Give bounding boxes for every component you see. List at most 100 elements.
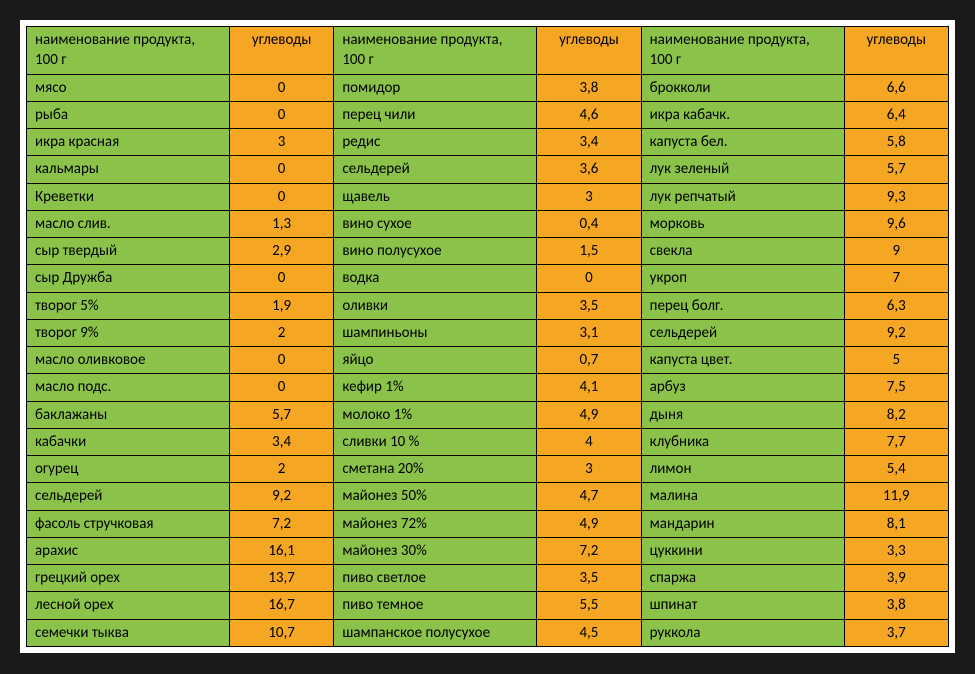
product-name-cell: сыр Дружба [27,265,230,292]
carb-value-cell: 9,2 [229,483,333,510]
carb-value-cell: 0,4 [537,210,641,237]
table-row: творог 9%2шампиньоны3,1сельдерей9,2 [27,319,949,346]
product-name-cell: водка [334,265,537,292]
carb-value-cell: 4,9 [537,401,641,428]
carb-value-cell: 16,7 [229,592,333,619]
product-name-cell: Креветки [27,183,230,210]
product-name-cell: кефир 1% [334,374,537,401]
table-row: кабачки3,4сливки 10 %4клубника7,7 [27,428,949,455]
table-row: семечки тыква10,7шампанское полусухое4,5… [27,619,949,646]
product-name-cell: молоко 1% [334,401,537,428]
carb-value-cell: 8,2 [844,401,948,428]
product-name-cell: шпинат [641,592,844,619]
carb-value-cell: 1,5 [537,238,641,265]
header-row: наименование продукта, 100 г углеводы на… [27,27,949,75]
header-name-1: наименование продукта, 100 г [27,27,230,75]
table-row: кальмары0сельдерей3,6лук зеленый5,7 [27,156,949,183]
carb-value-cell: 3,8 [537,74,641,101]
product-name-cell: сельдерей [27,483,230,510]
carb-value-cell: 0 [229,74,333,101]
carb-value-cell: 7,2 [537,537,641,564]
carbs-table-container: наименование продукта, 100 г углеводы на… [20,20,955,653]
product-name-cell: арбуз [641,374,844,401]
table-row: Креветки0щавель3лук репчатый9,3 [27,183,949,210]
product-name-cell: арахис [27,537,230,564]
product-name-cell: творог 9% [27,319,230,346]
product-name-cell: майонез 72% [334,510,537,537]
product-name-cell: спаржа [641,565,844,592]
carb-value-cell: 0 [229,101,333,128]
product-name-cell: майонез 30% [334,537,537,564]
carb-value-cell: 4,6 [537,101,641,128]
table-row: огурец2сметана 20%3лимон5,4 [27,456,949,483]
product-name-cell: брокколи [641,74,844,101]
product-name-cell: кабачки [27,428,230,455]
carb-value-cell: 10,7 [229,619,333,646]
carb-value-cell: 9,3 [844,183,948,210]
product-name-cell: рыба [27,101,230,128]
product-name-cell: сыр твердый [27,238,230,265]
product-name-cell: мандарин [641,510,844,537]
carb-value-cell: 8,1 [844,510,948,537]
carb-value-cell: 7,5 [844,374,948,401]
carb-value-cell: 0 [229,156,333,183]
product-name-cell: мясо [27,74,230,101]
carb-value-cell: 4,1 [537,374,641,401]
table-row: мясо0помидор3,8брокколи6,6 [27,74,949,101]
carb-value-cell: 0 [229,374,333,401]
product-name-cell: сельдерей [334,156,537,183]
product-name-cell: редис [334,129,537,156]
carbs-table: наименование продукта, 100 г углеводы на… [26,26,949,647]
carb-value-cell: 3,7 [844,619,948,646]
table-row: икра красная3редис3,4капуста бел.5,8 [27,129,949,156]
carb-value-cell: 9,6 [844,210,948,237]
product-name-cell: кальмары [27,156,230,183]
carb-value-cell: 3,1 [537,319,641,346]
product-name-cell: шампиньоны [334,319,537,346]
carb-value-cell: 4,9 [537,510,641,537]
product-name-cell: пиво светлое [334,565,537,592]
carb-value-cell: 7 [844,265,948,292]
table-row: сыр Дружба0водка0укроп7 [27,265,949,292]
carb-value-cell: 3,6 [537,156,641,183]
carb-value-cell: 16,1 [229,537,333,564]
table-row: баклажаны5,7молоко 1%4,9дыня8,2 [27,401,949,428]
carb-value-cell: 3 [537,456,641,483]
product-name-cell: лесной орех [27,592,230,619]
carb-value-cell: 7,7 [844,428,948,455]
product-name-cell: масло слив. [27,210,230,237]
carb-value-cell: 3,4 [229,428,333,455]
carb-value-cell: 2 [229,456,333,483]
carb-value-cell: 11,9 [844,483,948,510]
carb-value-cell: 3,9 [844,565,948,592]
product-name-cell: дыня [641,401,844,428]
carb-value-cell: 5,8 [844,129,948,156]
carb-value-cell: 1,3 [229,210,333,237]
table-row: фасоль стручковая7,2майонез 72%4,9мандар… [27,510,949,537]
table-row: масло слив.1,3вино сухое0,4морковь9,6 [27,210,949,237]
header-name-2: наименование продукта, 100 г [334,27,537,75]
carb-value-cell: 6,6 [844,74,948,101]
table-row: рыба0перец чили4,6икра кабачк.6,4 [27,101,949,128]
product-name-cell: лук репчатый [641,183,844,210]
carb-value-cell: 5,4 [844,456,948,483]
product-name-cell: капуста цвет. [641,347,844,374]
product-name-cell: сметана 20% [334,456,537,483]
product-name-cell: фасоль стручковая [27,510,230,537]
carb-value-cell: 4,5 [537,619,641,646]
carb-value-cell: 3,8 [844,592,948,619]
product-name-cell: огурец [27,456,230,483]
carb-value-cell: 5,7 [229,401,333,428]
product-name-cell: масло подс. [27,374,230,401]
table-body: мясо0помидор3,8брокколи6,6рыба0перец чил… [27,74,949,646]
carb-value-cell: 5 [844,347,948,374]
product-name-cell: шампанское полусухое [334,619,537,646]
product-name-cell: перец болг. [641,292,844,319]
table-row: грецкий орех13,7пиво светлое3,5спаржа3,9 [27,565,949,592]
product-name-cell: клубника [641,428,844,455]
carb-value-cell: 0 [229,347,333,374]
product-name-cell: вино сухое [334,210,537,237]
carb-value-cell: 5,5 [537,592,641,619]
product-name-cell: свекла [641,238,844,265]
carb-value-cell: 3,5 [537,292,641,319]
